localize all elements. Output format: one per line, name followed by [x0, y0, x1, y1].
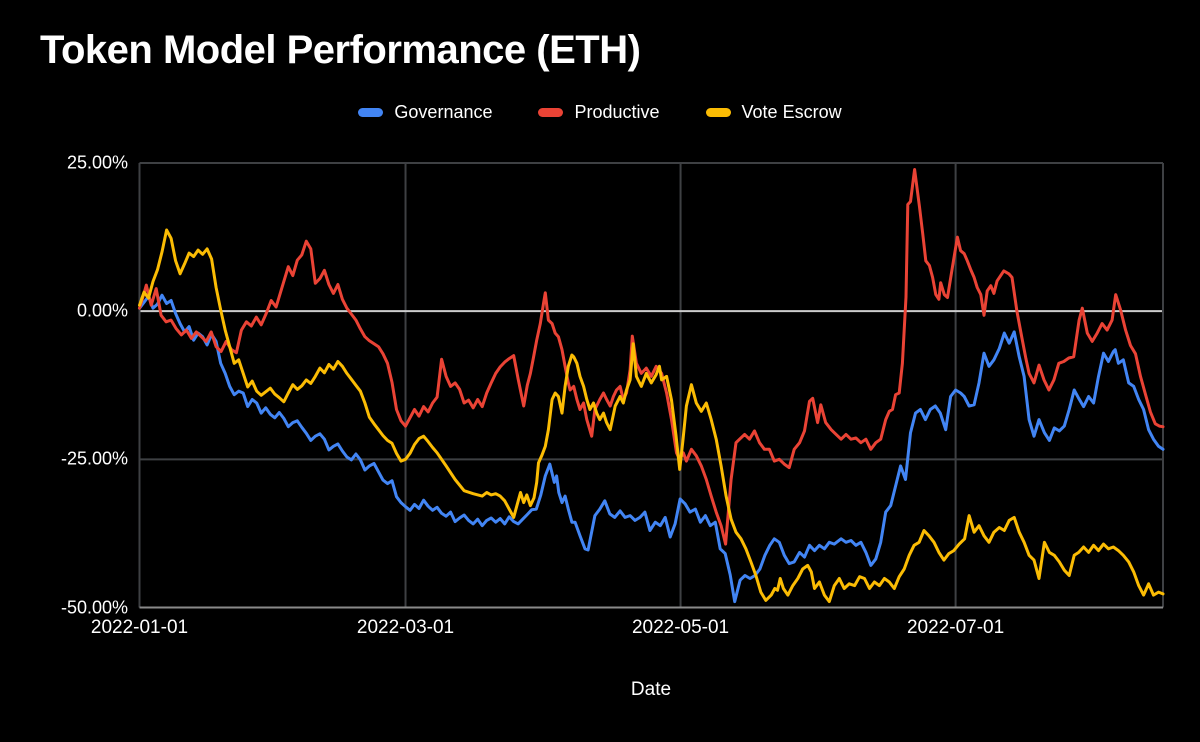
chart-title: Token Model Performance (ETH) [40, 28, 641, 72]
x-axis-title: Date [630, 679, 672, 700]
y-tick-label: -25.00% [60, 448, 128, 469]
series-line-governance [138, 293, 1165, 604]
series-line-vote-escrow [138, 228, 1165, 604]
legend-item-productive: Productive [538, 102, 660, 123]
vote-escrow-swatch-icon [705, 108, 731, 117]
y-tick-label: -50.00% [60, 597, 128, 617]
series-line-productive [138, 168, 1165, 546]
legend-label: Vote Escrow [741, 102, 842, 122]
legend-item-governance: Governance [358, 102, 492, 123]
x-tick-label: 2022-01-01 [90, 617, 189, 638]
y-tick-label: 25.00% [66, 152, 128, 173]
legend-label: Productive [574, 102, 660, 122]
legend-label: Governance [394, 102, 493, 122]
x-tick-label: 2022-03-01 [356, 617, 455, 638]
governance-swatch-icon [358, 108, 384, 117]
y-tick-label: 0.00% [76, 300, 128, 321]
legend-item-vote-escrow: Vote Escrow [705, 102, 842, 123]
x-tick-label: 2022-07-01 [906, 617, 1005, 638]
x-tick-label: 2022-05-01 [631, 617, 730, 638]
productive-swatch-icon [538, 108, 564, 117]
legend: Governance Productive Vote Escrow [0, 102, 1200, 123]
